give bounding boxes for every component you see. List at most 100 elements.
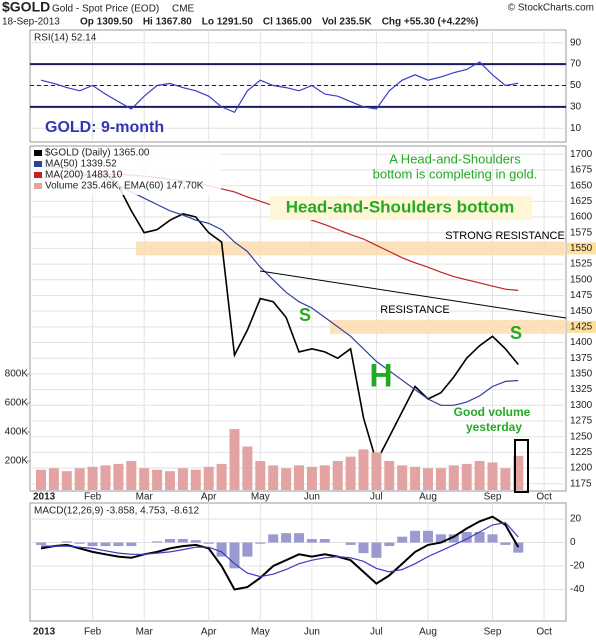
annotation: A Head-and-Shoulders [389,151,521,166]
bar [203,466,214,490]
y-tick-label: 1275 [570,416,593,427]
y-tick-label: 70 [570,59,582,70]
volume-tick-label: 400K [5,427,29,438]
bar [229,429,240,490]
y-tick-label: 1325 [570,384,593,395]
annotation: GOLD: 9-month [45,119,164,136]
x-tick-label: Aug [419,627,437,638]
y-tick-label: 1175 [570,478,592,489]
bar [48,468,59,490]
x-tick-label: Jul [370,627,383,638]
panel-label: RSI(14) 52.14 [34,33,97,44]
y-tick-label: 1700 [570,149,593,160]
volume-box [514,439,529,493]
x-tick-label: Mar [136,627,154,638]
annotation: S [510,323,522,343]
macd-panel [29,502,567,622]
bar [190,540,201,543]
symbol: $GOLD [2,0,50,15]
bar [423,468,433,490]
legend-entry: $GOLD (Daily) 1365.00 [45,148,150,159]
x-tick-label: Sep [484,492,502,503]
y-tick-label: 1375 [570,353,593,364]
annotation: S [299,305,311,325]
tick-highlight [567,242,596,255]
x-tick-label: May [251,627,270,638]
x-tick-label: Apr [201,492,217,503]
x-tick-label: Jun [304,492,320,503]
y-tick-label: 1225 [570,447,593,458]
legend-entry: Volume 235.46K, EMA(60) 147.70K [45,181,204,192]
y-tick-label: 1450 [570,306,593,317]
resistance-band [330,319,566,334]
bar [113,463,124,490]
bar [113,542,124,547]
annotation: STRONG RESISTANCE [445,230,565,242]
quote-item: Op 1309.50 [80,17,133,28]
bar [332,461,343,490]
bar [281,468,292,490]
x-tick-label: Aug [419,492,437,503]
bar [371,452,382,490]
bar [242,542,253,557]
bar [165,539,175,543]
bar [165,471,175,490]
y-tick-label: 1350 [570,369,593,380]
volume-tick-label: 200K [5,456,29,467]
series-line [41,521,519,578]
bar [203,542,214,544]
x-tick-label: 2013 [33,627,56,638]
y-tick-label: 1675 [570,165,593,176]
bar [268,534,279,543]
bar [294,533,304,543]
bar [410,530,421,543]
bar [384,461,395,490]
y-tick-label: 1425 [570,321,593,332]
bar [435,534,446,543]
x-tick-label: Feb [84,492,102,503]
bar [306,539,317,543]
x-tick-label: Sep [484,627,502,638]
x-tick-label: 2013 [33,492,56,503]
bar [126,461,137,490]
bar [152,541,163,543]
bar [345,542,356,545]
price-panel [29,145,567,492]
credit: © StockCharts.com [508,3,594,14]
x-tick-label: Jun [304,627,320,638]
y-tick-label: -40 [570,584,585,595]
x-tick-label: Mar [136,492,154,503]
y-tick-label: 1650 [570,180,593,191]
bar [255,461,266,490]
legend-swatch [34,150,42,156]
bar [126,542,137,547]
annotation: bottom is completing in gold. [373,166,538,181]
bar [74,468,85,490]
bar [190,469,201,490]
bar [371,542,382,558]
bar [74,542,85,544]
volume-tick-label: 800K [5,369,29,380]
date: 18-Sep-2013 [2,17,60,28]
bar [255,542,266,544]
x-tick-label: Jul [370,492,383,503]
bar [500,468,511,490]
bar [87,466,98,490]
legend-entry: MA(200) 1483.10 [45,170,123,181]
bar [61,471,72,490]
bar [294,465,304,490]
y-tick-label: 0 [570,537,576,548]
neckline [259,270,567,319]
quote-item: Vol 235.5K [322,17,373,28]
bar [177,539,188,543]
bar [216,463,227,490]
bar [448,534,459,543]
bar [36,542,46,545]
bar [319,539,330,543]
y-tick-label: 20 [570,514,582,525]
bar [177,468,188,490]
bar [61,541,72,543]
y-tick-label: 90 [570,37,582,48]
y-tick-label: 1475 [570,290,593,301]
bar [461,531,472,543]
